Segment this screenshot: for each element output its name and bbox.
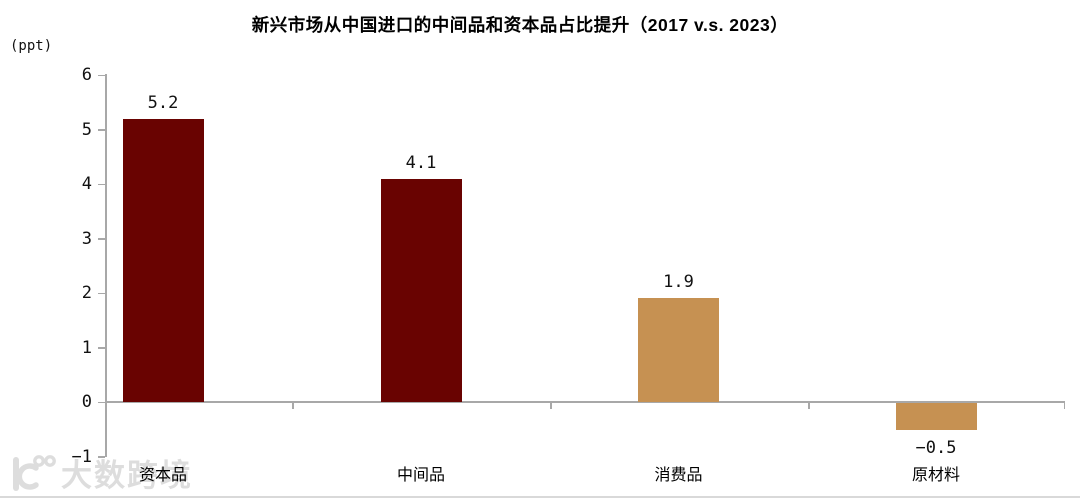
x-axis-category-label: 资本品 <box>138 467 187 484</box>
y-axis-tick <box>98 238 105 240</box>
bar-value-label: 1.9 <box>663 272 694 293</box>
y-axis-tick-label: 0 <box>81 392 92 412</box>
y-axis-unit-label: (ppt) <box>10 38 53 54</box>
bar-value-label: −0.5 <box>915 438 957 458</box>
bar-消费品 <box>638 298 719 402</box>
x-axis-baseline <box>105 401 1065 403</box>
y-axis-tick <box>98 347 105 349</box>
x-axis-tick <box>1063 402 1065 409</box>
bar-value-label: 4.1 <box>405 152 437 173</box>
x-axis-category-label: 原材料 <box>911 467 960 484</box>
x-axis-tick <box>292 402 294 409</box>
chart-title: 新兴市场从中国进口的中间品和资本品占比提升（2017 v.s. 2023） <box>251 15 789 35</box>
y-axis-tick <box>98 292 105 294</box>
y-axis-tick-label: 3 <box>81 228 92 249</box>
y-axis-tick <box>98 456 105 458</box>
y-axis-tick-label: 4 <box>81 174 92 194</box>
x-axis-category-label: 消费品 <box>654 467 703 484</box>
y-axis-tick <box>98 401 105 403</box>
bar-资本品 <box>122 118 204 402</box>
y-axis-tick <box>98 129 105 131</box>
x-axis-tick <box>808 402 810 409</box>
y-axis-tick <box>98 74 105 76</box>
y-axis-tick-label: 2 <box>81 283 92 303</box>
y-axis-tick-label: 5 <box>81 119 92 140</box>
y-axis-tick-label: 1 <box>81 337 92 358</box>
y-axis-line <box>105 74 107 457</box>
y-axis-tick-label: −1 <box>71 446 92 467</box>
bar-中间品 <box>380 178 462 402</box>
y-axis-tick <box>98 183 105 185</box>
bar-原材料 <box>895 402 977 430</box>
y-axis-tick-label: 6 <box>81 65 92 85</box>
bottom-divider <box>0 496 1080 498</box>
x-axis-tick <box>550 402 552 409</box>
bar-value-label: 5.2 <box>147 92 179 113</box>
x-axis-category-label: 中间品 <box>396 467 445 484</box>
